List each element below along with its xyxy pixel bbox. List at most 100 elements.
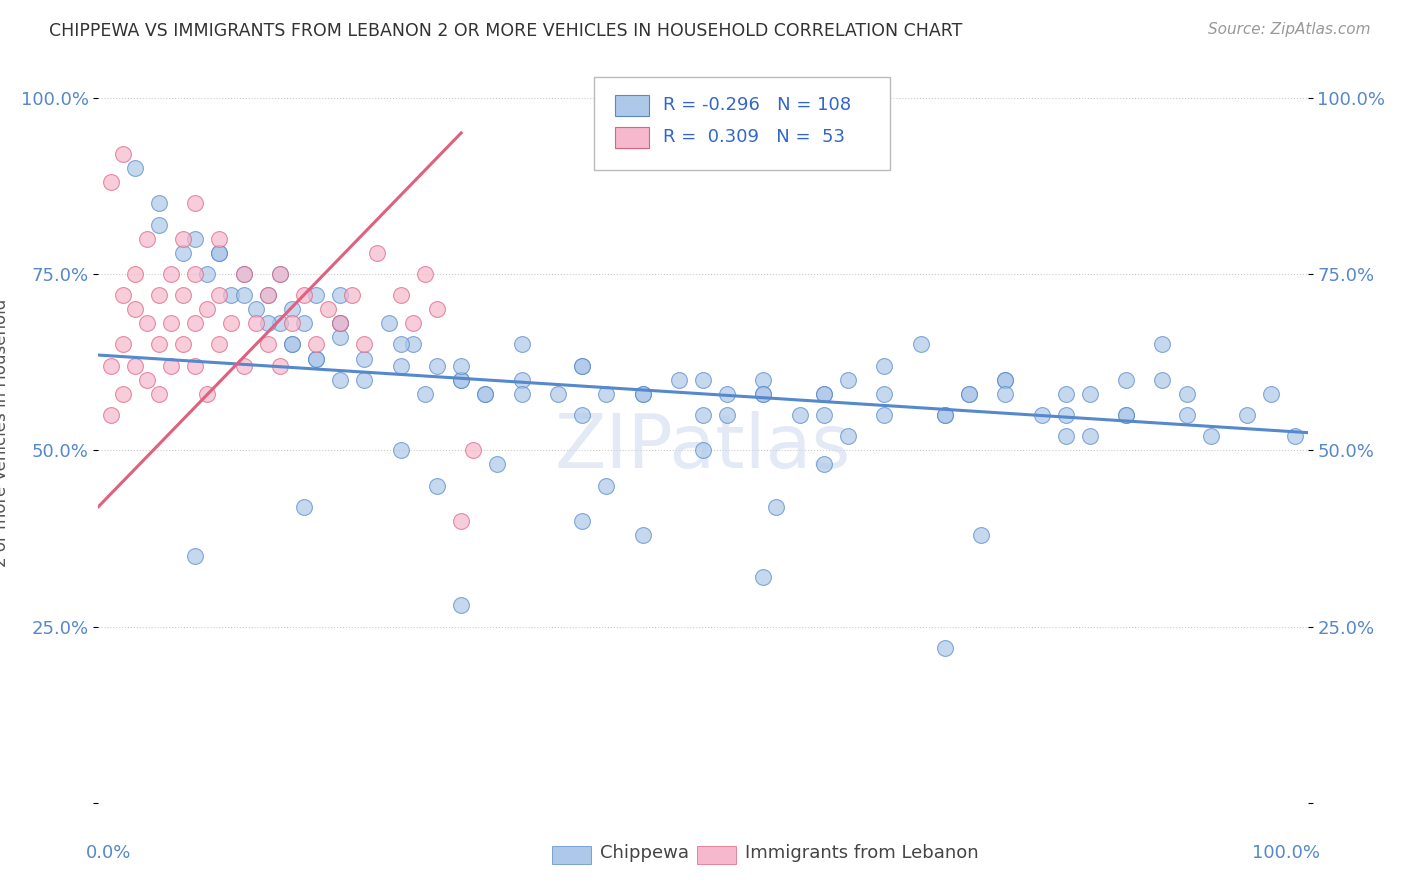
FancyBboxPatch shape bbox=[697, 846, 735, 864]
Point bbox=[970, 528, 993, 542]
Point bbox=[474, 387, 496, 401]
Point bbox=[208, 232, 231, 246]
Point bbox=[281, 302, 304, 317]
Point bbox=[957, 387, 980, 401]
Point bbox=[377, 316, 399, 330]
Point bbox=[208, 245, 231, 260]
Point bbox=[752, 570, 775, 584]
Point bbox=[184, 359, 207, 373]
Point bbox=[111, 387, 134, 401]
Point bbox=[1199, 429, 1222, 443]
Point bbox=[353, 351, 375, 366]
Point bbox=[1115, 373, 1137, 387]
Point bbox=[160, 316, 183, 330]
Point bbox=[463, 443, 485, 458]
Point bbox=[571, 408, 593, 422]
Text: 0.0%: 0.0% bbox=[86, 844, 132, 862]
Text: ZIPatlas: ZIPatlas bbox=[555, 411, 851, 484]
Point bbox=[789, 408, 811, 422]
Point bbox=[716, 408, 738, 422]
Point bbox=[631, 387, 654, 401]
Point bbox=[221, 288, 243, 302]
Point bbox=[1078, 387, 1101, 401]
Point bbox=[873, 359, 896, 373]
Point bbox=[510, 337, 533, 351]
Point bbox=[245, 302, 267, 317]
Point bbox=[148, 337, 170, 351]
Point bbox=[571, 359, 593, 373]
Point bbox=[934, 640, 956, 655]
Point bbox=[208, 288, 231, 302]
Point bbox=[1115, 408, 1137, 422]
Point bbox=[269, 267, 291, 281]
Point bbox=[269, 267, 291, 281]
Point bbox=[1175, 387, 1198, 401]
Point bbox=[413, 387, 436, 401]
Point bbox=[256, 288, 278, 302]
Point bbox=[571, 359, 593, 373]
Point bbox=[413, 267, 436, 281]
Point bbox=[329, 330, 352, 344]
Point bbox=[873, 408, 896, 422]
Point bbox=[148, 387, 170, 401]
Point bbox=[100, 175, 122, 189]
Point bbox=[256, 288, 278, 302]
Point bbox=[124, 161, 146, 176]
Point bbox=[111, 337, 134, 351]
Point bbox=[1054, 408, 1077, 422]
Point bbox=[305, 337, 328, 351]
Point bbox=[813, 458, 835, 472]
Point bbox=[571, 514, 593, 528]
Point bbox=[329, 316, 352, 330]
Point bbox=[148, 218, 170, 232]
Point bbox=[256, 316, 278, 330]
Point bbox=[160, 359, 183, 373]
Point bbox=[208, 337, 231, 351]
Point bbox=[765, 500, 787, 514]
Point bbox=[510, 373, 533, 387]
Point bbox=[813, 387, 835, 401]
Point bbox=[450, 373, 472, 387]
Point bbox=[135, 232, 157, 246]
Point bbox=[221, 316, 243, 330]
Point bbox=[1152, 337, 1174, 351]
Point bbox=[1078, 429, 1101, 443]
Point bbox=[184, 267, 207, 281]
Text: CHIPPEWA VS IMMIGRANTS FROM LEBANON 2 OR MORE VEHICLES IN HOUSEHOLD CORRELATION : CHIPPEWA VS IMMIGRANTS FROM LEBANON 2 OR… bbox=[49, 22, 963, 40]
Y-axis label: 2 or more Vehicles in Household: 2 or more Vehicles in Household bbox=[0, 299, 10, 566]
Point bbox=[837, 373, 859, 387]
Point bbox=[595, 387, 617, 401]
Point bbox=[111, 288, 134, 302]
Point bbox=[1175, 408, 1198, 422]
Point bbox=[426, 478, 449, 492]
Point bbox=[631, 528, 654, 542]
Point bbox=[292, 316, 315, 330]
Point bbox=[329, 316, 352, 330]
Point bbox=[910, 337, 932, 351]
Point bbox=[837, 429, 859, 443]
Point bbox=[148, 196, 170, 211]
Point bbox=[305, 351, 328, 366]
FancyBboxPatch shape bbox=[614, 127, 648, 147]
Point bbox=[292, 288, 315, 302]
Point bbox=[934, 408, 956, 422]
Point bbox=[281, 337, 304, 351]
Point bbox=[329, 373, 352, 387]
Point bbox=[100, 408, 122, 422]
Point bbox=[692, 408, 714, 422]
Point bbox=[510, 387, 533, 401]
Point bbox=[1054, 387, 1077, 401]
Point bbox=[195, 267, 218, 281]
Point bbox=[450, 599, 472, 613]
Point bbox=[752, 373, 775, 387]
Point bbox=[184, 196, 207, 211]
Point bbox=[389, 337, 412, 351]
Point bbox=[100, 359, 122, 373]
Point bbox=[281, 316, 304, 330]
Point bbox=[402, 316, 425, 330]
Point bbox=[305, 351, 328, 366]
Point bbox=[1284, 429, 1306, 443]
Point bbox=[402, 337, 425, 351]
Point bbox=[389, 359, 412, 373]
Point bbox=[1031, 408, 1053, 422]
